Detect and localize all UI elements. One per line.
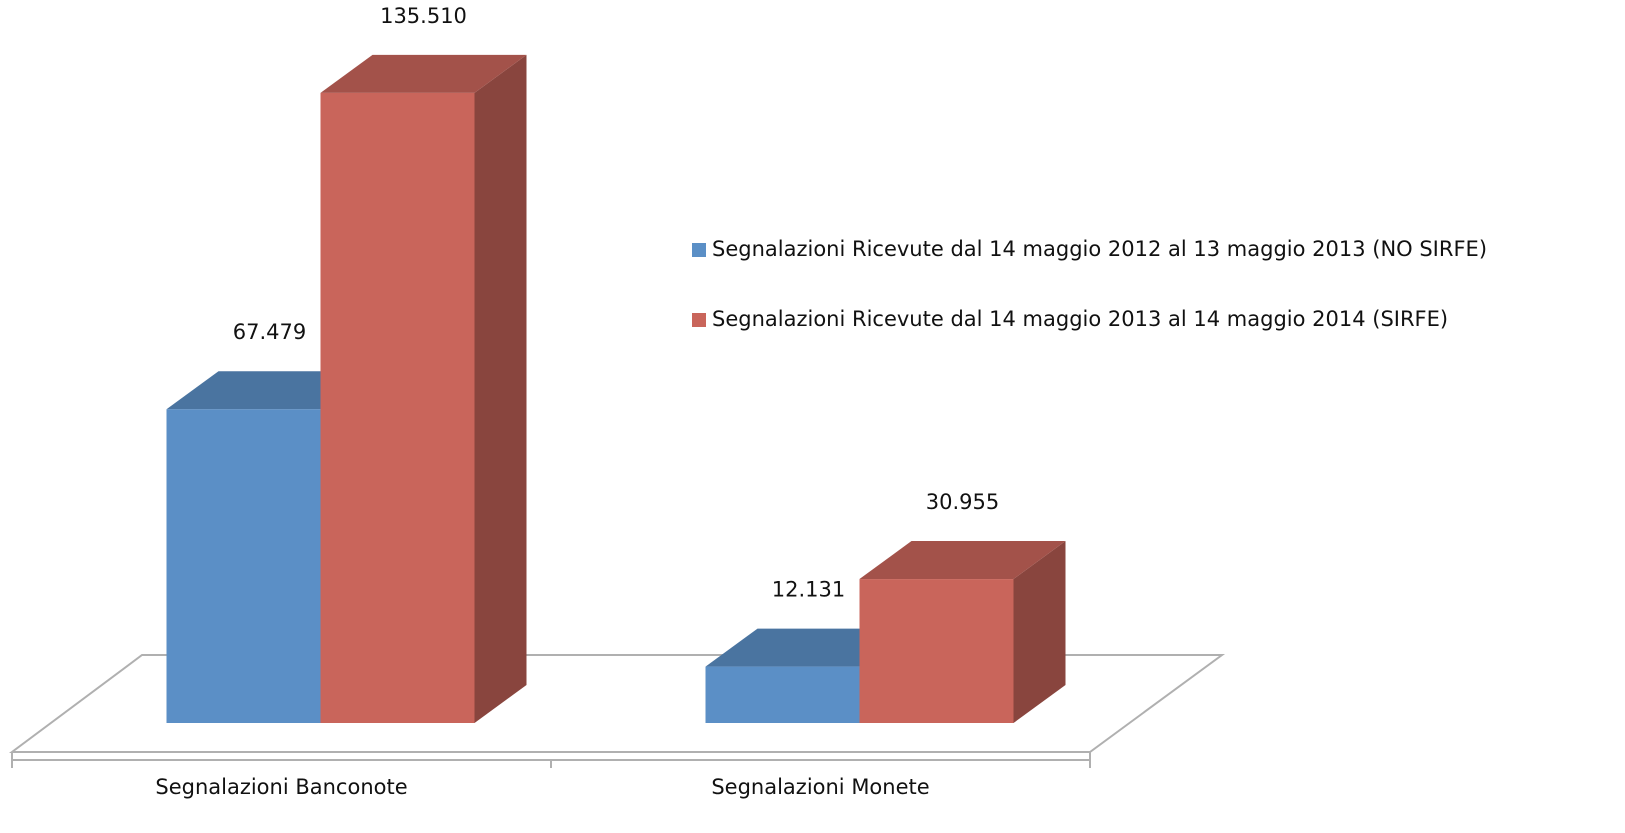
bar [705, 666, 860, 723]
bar [859, 579, 1014, 723]
legend-label: Segnalazioni Ricevute dal 14 maggio 2013… [712, 307, 1448, 331]
data-label: 12.131 [772, 578, 845, 602]
legend-swatch [692, 313, 706, 327]
data-label: 30.955 [926, 490, 999, 514]
legend-label: Segnalazioni Ricevute dal 14 maggio 2012… [712, 237, 1487, 261]
floor [8, 654, 1226, 753]
bar-side [474, 54, 527, 724]
bar-top [320, 54, 527, 93]
bar [166, 409, 321, 723]
data-label: 67.479 [233, 320, 306, 344]
bar [320, 92, 475, 724]
x-tick-label: Segnalazioni Banconote [155, 775, 407, 799]
bar-side [1013, 541, 1066, 723]
legend-swatch [692, 243, 706, 257]
data-label: 135.510 [380, 4, 467, 28]
x-tick-label: Segnalazioni Monete [711, 775, 929, 799]
bar-top [859, 541, 1066, 580]
